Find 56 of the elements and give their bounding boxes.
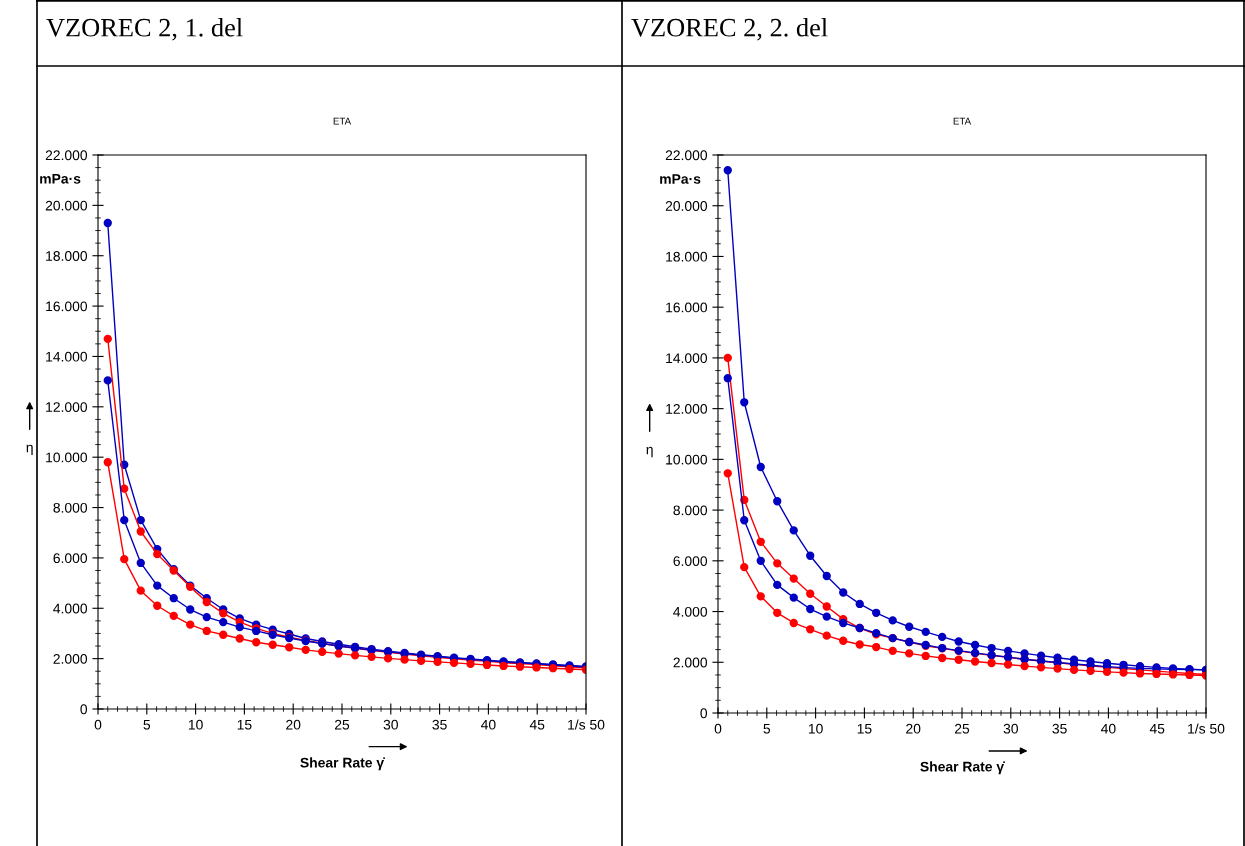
- x-tick-label: 5: [143, 719, 151, 730]
- y-tick-label: 10.000: [46, 452, 88, 463]
- y-tick-label: 0: [80, 704, 88, 715]
- y-tick-label: 6.000: [53, 553, 88, 564]
- y-tick-label: 12.000: [666, 403, 708, 414]
- x-tick-label: 25: [954, 723, 970, 734]
- y-tick-label: 2.000: [673, 657, 708, 668]
- chart-subtitle: ETA: [953, 117, 972, 125]
- x-tick-label: 35: [1052, 723, 1067, 734]
- x-tick-label: 20: [906, 723, 921, 734]
- y-tick-label: 2.000: [53, 653, 88, 664]
- y-tick-label: 8.000: [53, 502, 88, 513]
- x-tick-label: 20: [286, 719, 301, 730]
- y-tick-label: 18.000: [666, 251, 708, 262]
- x-tick-label: 30: [383, 719, 398, 730]
- y-tick-label: 6.000: [673, 556, 708, 566]
- x-tick-label: 0: [94, 719, 102, 730]
- x-tick-label: 10: [188, 719, 203, 730]
- y-axis-title: η: [646, 446, 653, 458]
- y-tick-label: 8.000: [673, 505, 708, 516]
- x-tick-label: 15: [237, 719, 252, 730]
- y-tick-label: 20.000: [45, 200, 88, 211]
- x-axis-title: Shear Rate γ̇: [300, 757, 386, 771]
- x-tick-label: 45: [1149, 723, 1165, 734]
- x-tick-label: 5: [763, 723, 771, 734]
- y-tick-label: 18.000: [46, 251, 88, 261]
- x-tick-label: 35: [432, 719, 447, 730]
- y-tick-label: 20.000: [665, 201, 708, 211]
- text: mPa·s: [40, 173, 81, 184]
- y-tick-label: 10.000: [666, 454, 708, 465]
- x-tick-label: 45: [529, 719, 545, 730]
- y-tick-label: 12.000: [46, 402, 88, 412]
- y-tick-label: 0: [700, 708, 708, 719]
- y-tick-label: 16.000: [666, 302, 708, 313]
- y-tick-label: 16.000: [46, 301, 88, 312]
- x-tick-label: 25: [334, 719, 350, 730]
- x-tick-label: 30: [1003, 723, 1018, 734]
- y-tick-label: 4.000: [53, 603, 88, 614]
- chart-subtitle: ETA: [333, 117, 352, 125]
- x-tick-label: 0: [714, 723, 722, 734]
- y-tick-label: 14.000: [666, 353, 708, 364]
- x-tick-label: 10: [808, 723, 823, 734]
- y-tick-label: 22.000: [665, 150, 708, 161]
- y-tick-label: 4.000: [673, 606, 708, 617]
- x-axis-title: Shear Rate γ̇: [920, 761, 1006, 775]
- x-tick-label: 1/s 50: [1188, 723, 1225, 734]
- chart-title: VZOREC 2, 1. del: [46, 18, 243, 41]
- y-tick-label: 14.000: [46, 351, 88, 362]
- x-tick-label: 1/s 50: [568, 719, 605, 730]
- chart-title: VZOREC 2, 2. del: [631, 18, 828, 41]
- x-tick-label: 40: [1101, 723, 1116, 734]
- y-tick-label: 22.000: [45, 150, 88, 161]
- y-axis-title: η: [26, 444, 33, 456]
- text: mPa·s: [660, 174, 701, 184]
- x-tick-label: 15: [857, 723, 872, 734]
- x-tick-label: 40: [481, 719, 496, 730]
